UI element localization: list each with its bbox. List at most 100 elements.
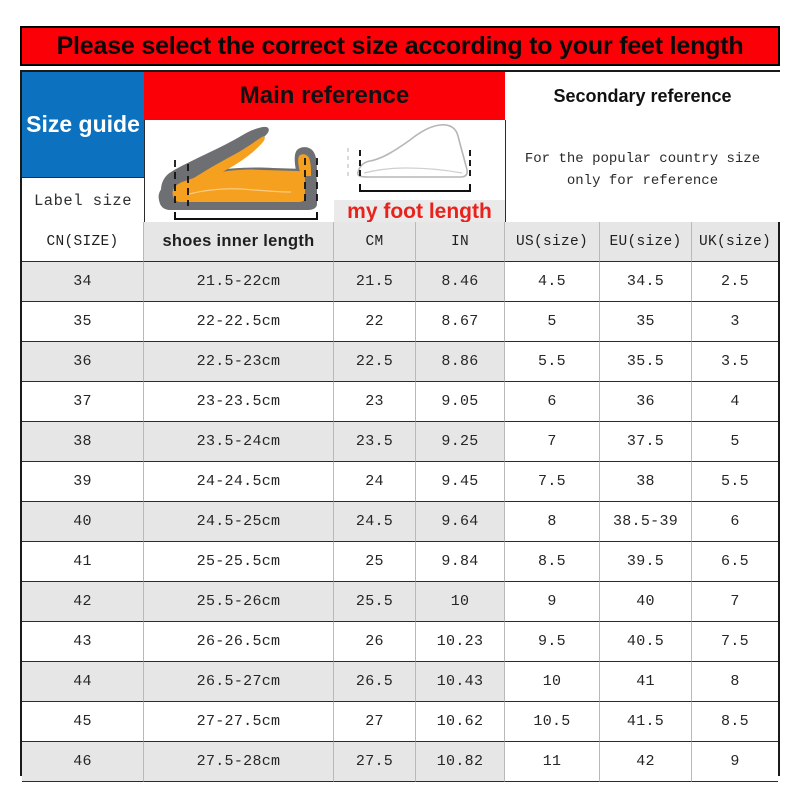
table-cell-r7-c1: 40 bbox=[22, 502, 144, 542]
table-cell-r11-c5: 10 bbox=[505, 662, 600, 702]
column-header-1: CN(SIZE) bbox=[22, 222, 144, 262]
main-reference-label: Main reference bbox=[239, 82, 410, 109]
table-row: 44 26.5-27cm 26.5 10.43 10 41 8 bbox=[22, 662, 778, 702]
table-cell-r1-c7: 2.5 bbox=[692, 262, 778, 302]
table-cell-r13-c6: 42 bbox=[600, 742, 692, 782]
table-cell-r2-c4: 8.67 bbox=[416, 302, 505, 342]
table-cell-r3-c4: 8.86 bbox=[416, 342, 505, 382]
table-cell-r7-c3: 24.5 bbox=[334, 502, 416, 542]
table-cell-r8-c7: 6.5 bbox=[692, 542, 778, 582]
secondary-reference-note: For the popular country size only for re… bbox=[505, 120, 780, 222]
table-cell-r9-c2: 25.5-26cm bbox=[144, 582, 334, 622]
table-cell-r3-c6: 35.5 bbox=[600, 342, 692, 382]
table-cell-r11-c4: 10.43 bbox=[416, 662, 505, 702]
table-cell-r9-c4: 10 bbox=[416, 582, 505, 622]
table-row: 40 24.5-25cm 24.5 9.64 8 38.5-39 6 bbox=[22, 502, 778, 542]
table-cell-r10-c7: 7.5 bbox=[692, 622, 778, 662]
table-cell-r12-c7: 8.5 bbox=[692, 702, 778, 742]
table-row: 37 23-23.5cm 23 9.05 6 36 4 bbox=[22, 382, 778, 422]
table-cell-r6-c1: 39 bbox=[22, 462, 144, 502]
table-cell-r5-c2: 23.5-24cm bbox=[144, 422, 334, 462]
table-row: 43 26-26.5cm 26 10.23 9.5 40.5 7.5 bbox=[22, 622, 778, 662]
table-cell-r1-c5: 4.5 bbox=[505, 262, 600, 302]
table-cell-r4-c2: 23-23.5cm bbox=[144, 382, 334, 422]
table-cell-r2-c2: 22-22.5cm bbox=[144, 302, 334, 342]
table-cell-r13-c4: 10.82 bbox=[416, 742, 505, 782]
table-cell-r13-c7: 9 bbox=[692, 742, 778, 782]
column-header-2: shoes inner length bbox=[144, 222, 334, 262]
table-cell-r2-c3: 22 bbox=[334, 302, 416, 342]
my-foot-length-label: my foot length bbox=[347, 200, 492, 222]
table-cell-r10-c2: 26-26.5cm bbox=[144, 622, 334, 662]
table-cell-r12-c6: 41.5 bbox=[600, 702, 692, 742]
table-row: 39 24-24.5cm 24 9.45 7.5 38 5.5 bbox=[22, 462, 778, 502]
table-cell-r1-c3: 21.5 bbox=[334, 262, 416, 302]
table-cell-r1-c2: 21.5-22cm bbox=[144, 262, 334, 302]
table-cell-r5-c5: 7 bbox=[505, 422, 600, 462]
table-cell-r11-c7: 8 bbox=[692, 662, 778, 702]
table-cell-r7-c5: 8 bbox=[505, 502, 600, 542]
table-cell-r5-c1: 38 bbox=[22, 422, 144, 462]
table-cell-r2-c6: 35 bbox=[600, 302, 692, 342]
table-row: 41 25-25.5cm 25 9.84 8.5 39.5 6.5 bbox=[22, 542, 778, 582]
table-cell-r5-c7: 5 bbox=[692, 422, 778, 462]
table-cell-r12-c4: 10.62 bbox=[416, 702, 505, 742]
table-cell-r4-c7: 4 bbox=[692, 382, 778, 422]
table-cell-r3-c7: 3.5 bbox=[692, 342, 778, 382]
table-row: 38 23.5-24cm 23.5 9.25 7 37.5 5 bbox=[22, 422, 778, 462]
foot-outline-icon bbox=[347, 124, 471, 192]
table-cell-r10-c3: 26 bbox=[334, 622, 416, 662]
size-guide-label: Size guide bbox=[26, 111, 140, 137]
table-cell-r6-c3: 24 bbox=[334, 462, 416, 502]
my-foot-length-cell: my foot length bbox=[334, 200, 506, 222]
shoe-cross-section-icon bbox=[158, 126, 318, 220]
table-cell-r12-c2: 27-27.5cm bbox=[144, 702, 334, 742]
table-cell-r6-c2: 24-24.5cm bbox=[144, 462, 334, 502]
table-cell-r4-c1: 37 bbox=[22, 382, 144, 422]
column-header-6: EU(size) bbox=[600, 222, 692, 262]
table-cell-r13-c2: 27.5-28cm bbox=[144, 742, 334, 782]
table-cell-r6-c6: 38 bbox=[600, 462, 692, 502]
table-cell-r10-c1: 43 bbox=[22, 622, 144, 662]
size-table-grid: CN(SIZE) shoes inner length CM IN US(size) EU… bbox=[22, 222, 778, 782]
table-cell-r9-c7: 7 bbox=[692, 582, 778, 622]
table-cell-r11-c3: 26.5 bbox=[334, 662, 416, 702]
table-cell-r9-c6: 40 bbox=[600, 582, 692, 622]
table-cell-r6-c4: 9.45 bbox=[416, 462, 505, 502]
table-cell-r3-c2: 22.5-23cm bbox=[144, 342, 334, 382]
table-cell-r10-c6: 40.5 bbox=[600, 622, 692, 662]
table-cell-r4-c5: 6 bbox=[505, 382, 600, 422]
table-cell-r4-c4: 9.05 bbox=[416, 382, 505, 422]
table-row: 46 27.5-28cm 27.5 10.82 11 42 9 bbox=[22, 742, 778, 782]
table-cell-r5-c6: 37.5 bbox=[600, 422, 692, 462]
table-cell-r1-c6: 34.5 bbox=[600, 262, 692, 302]
table-row: 42 25.5-26cm 25.5 10 9 40 7 bbox=[22, 582, 778, 622]
table-cell-r10-c5: 9.5 bbox=[505, 622, 600, 662]
table-cell-r4-c3: 23 bbox=[334, 382, 416, 422]
foot-diagram-pane bbox=[334, 120, 506, 200]
table-cell-r2-c7: 3 bbox=[692, 302, 778, 342]
table-row: 34 21.5-22cm 21.5 8.46 4.5 34.5 2.5 bbox=[22, 262, 778, 302]
secondary-note-line-1: For the popular country size bbox=[524, 151, 761, 168]
table-cell-r2-c5: 5 bbox=[505, 302, 600, 342]
label-size-text: Label size bbox=[33, 191, 132, 210]
table-header-row: CN(SIZE) shoes inner length CM IN US(size) EU… bbox=[22, 222, 778, 262]
table-cell-r8-c5: 8.5 bbox=[505, 542, 600, 582]
table-cell-r3-c5: 5.5 bbox=[505, 342, 600, 382]
table-cell-r11-c2: 26.5-27cm bbox=[144, 662, 334, 702]
table-cell-r8-c2: 25-25.5cm bbox=[144, 542, 334, 582]
table-row: 45 27-27.5cm 27 10.62 10.5 41.5 8.5 bbox=[22, 702, 778, 742]
table-cell-r6-c5: 7.5 bbox=[505, 462, 600, 502]
table-cell-r5-c3: 23.5 bbox=[334, 422, 416, 462]
table-cell-r8-c3: 25 bbox=[334, 542, 416, 582]
table-cell-r5-c4: 9.25 bbox=[416, 422, 505, 462]
table-cell-r4-c6: 36 bbox=[600, 382, 692, 422]
table-row: 35 22-22.5cm 22 8.67 5 35 3 bbox=[22, 302, 778, 342]
table-cell-r13-c5: 11 bbox=[505, 742, 600, 782]
table-cell-r7-c2: 24.5-25cm bbox=[144, 502, 334, 542]
table-cell-r10-c4: 10.23 bbox=[416, 622, 505, 662]
table-cell-r7-c7: 6 bbox=[692, 502, 778, 542]
table-cell-r7-c4: 9.64 bbox=[416, 502, 505, 542]
column-header-5: US(size) bbox=[505, 222, 600, 262]
size-chart-table: Size guide Label size Main reference Sec… bbox=[20, 70, 780, 782]
